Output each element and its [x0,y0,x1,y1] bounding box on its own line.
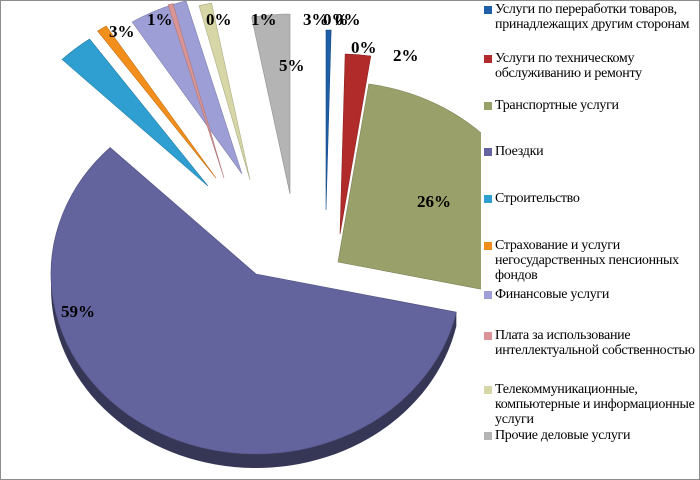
legend-swatch [484,6,492,14]
pie-slice [97,25,217,179]
pie-slice [50,147,457,455]
pie-slice [131,1,243,175]
pie-slices [50,1,481,455]
legend-label: Плата за использование интеллектуальной … [495,328,695,358]
pie-slice [337,83,481,290]
legend-label: Финансовые услуги [495,287,610,302]
pie-slice [251,13,291,195]
legend-swatch [484,332,492,340]
legend-swatch [484,195,492,203]
data-label: 1% [251,10,277,29]
legend-label: Поездки [495,144,544,159]
pie-slice [167,3,225,179]
legend-swatch [484,148,492,156]
legend-label: Транспортные услуги [495,98,619,113]
data-label: 0% [351,38,377,57]
data-label: 0% [323,10,349,29]
legend: Услуги по переработки товаров, принадлеж… [481,1,696,479]
data-labels: 0%2%26%59%3%1%5%0%1% 3%0% 0% [61,10,451,321]
data-label: 5% [279,56,305,75]
pie-slice [61,38,209,187]
data-label: 59% [61,302,95,321]
data-label: 0% [206,10,232,29]
pie-slice [339,53,372,235]
legend-swatch [484,432,492,440]
legend-label: Строительство [495,191,580,206]
legend-swatch [484,55,492,63]
legend-swatch [484,242,492,250]
data-label: 1% [147,10,173,29]
legend-swatch [484,291,492,299]
data-label: 2% [393,46,419,65]
legend-swatch [484,102,492,110]
data-label: 0% [335,10,361,29]
data-label: 26% [417,192,451,211]
legend-label: Услуги по техническому обслуживанию и ре… [495,51,642,81]
pie-slice [325,29,332,211]
data-label: 3% [303,10,329,29]
pie-slice [198,2,251,181]
legend-swatch [484,386,492,394]
data-label: 3% [109,22,135,41]
legend-label: Прочие деловые услуги [495,428,631,443]
pie-chart: 0%2%26%59%3%1%5%0%1% 3%0% 0% [50,1,481,469]
legend-label: Телекоммуникационные, компьютерные и инф… [495,382,695,427]
legend-label: Страхование и услуги негосударственных п… [495,238,679,283]
legend-label: Услуги по переработки товаров, принадлеж… [495,2,690,32]
